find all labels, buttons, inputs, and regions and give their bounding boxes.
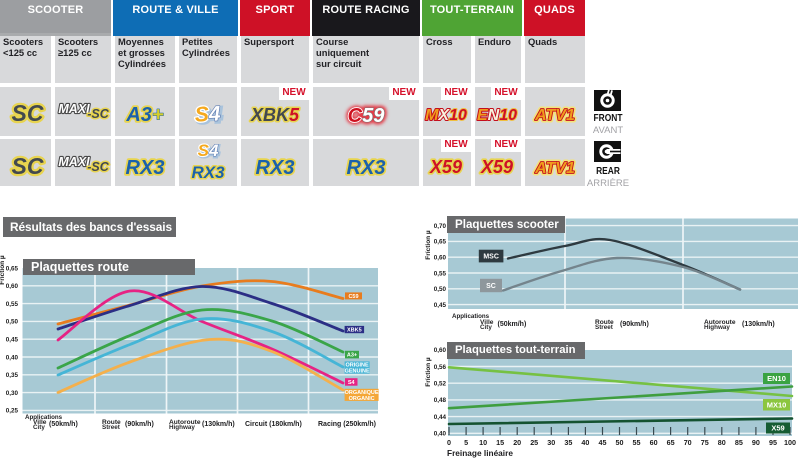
svg-text:ATV1: ATV1	[534, 107, 575, 124]
svg-text:0,35: 0,35	[6, 372, 19, 379]
svg-text:90: 90	[752, 438, 760, 447]
svg-text:-SC: -SC	[87, 107, 110, 121]
svg-text:ATV1: ATV1	[534, 160, 575, 177]
svg-text:EN10: EN10	[767, 374, 786, 383]
svg-text:EN10: EN10	[477, 107, 517, 124]
svg-text:100: 100	[784, 438, 796, 447]
svg-text:S4: S4	[199, 142, 220, 161]
svg-text:X59: X59	[429, 157, 462, 177]
svg-text:S4: S4	[348, 380, 356, 386]
svg-text:85: 85	[735, 438, 743, 447]
svg-text:70: 70	[684, 438, 692, 447]
svg-text:ORIGINE: ORIGINE	[345, 362, 369, 368]
svg-text:ORGANIQUE: ORGANIQUE	[345, 390, 379, 396]
svg-text:MX10: MX10	[767, 400, 787, 409]
svg-text:25: 25	[530, 438, 538, 447]
svg-text:X59: X59	[771, 424, 784, 433]
svg-text:ATV1: ATV1	[534, 160, 575, 177]
svg-text:SC: SC	[12, 153, 44, 179]
svg-text:ORGANIC: ORGANIC	[349, 396, 375, 402]
svg-text:0,65: 0,65	[434, 239, 447, 246]
svg-text:95: 95	[769, 438, 777, 447]
svg-text:60: 60	[650, 438, 658, 447]
svg-text:XBK5: XBK5	[347, 328, 362, 334]
svg-text:0,48: 0,48	[434, 397, 447, 404]
svg-text:0,50: 0,50	[6, 319, 19, 326]
svg-text:45: 45	[599, 438, 607, 447]
svg-text:RX3: RX3	[256, 157, 295, 179]
svg-text:30: 30	[547, 438, 555, 447]
svg-text:SC: SC	[12, 100, 44, 126]
svg-text:0,44: 0,44	[434, 414, 447, 421]
svg-text:0,40: 0,40	[6, 354, 19, 361]
svg-text:-SC: -SC	[87, 160, 110, 174]
svg-text:5: 5	[464, 438, 468, 447]
svg-text:0,55: 0,55	[434, 270, 447, 277]
svg-text:S4: S4	[198, 141, 219, 160]
svg-text:0,55: 0,55	[6, 301, 19, 308]
svg-text:75: 75	[701, 438, 709, 447]
svg-text:0,30: 0,30	[6, 390, 19, 397]
svg-text:0,45: 0,45	[6, 337, 19, 344]
svg-text:0,45: 0,45	[434, 302, 447, 309]
svg-text:20: 20	[513, 438, 521, 447]
svg-text:C59: C59	[348, 105, 386, 127]
svg-text:35: 35	[564, 438, 572, 447]
svg-text:RX3: RX3	[347, 157, 386, 179]
svg-text:S4: S4	[196, 104, 223, 128]
svg-text:MAXI: MAXI	[58, 155, 90, 169]
svg-text:S4: S4	[194, 102, 221, 126]
svg-text:0,70: 0,70	[434, 223, 447, 230]
svg-text:ATV1: ATV1	[534, 107, 575, 124]
svg-text:10: 10	[479, 438, 487, 447]
svg-text:0: 0	[447, 438, 451, 447]
svg-text:0,50: 0,50	[434, 286, 447, 293]
svg-text:0,40: 0,40	[434, 431, 447, 438]
svg-text:RX3: RX3	[126, 157, 165, 179]
svg-text:C59: C59	[348, 294, 358, 300]
svg-text:X59: X59	[480, 157, 513, 177]
svg-text:MX10: MX10	[425, 107, 467, 124]
svg-text:0,56: 0,56	[434, 364, 447, 371]
svg-text:MAXI: MAXI	[58, 102, 90, 116]
svg-text:A3+: A3+	[347, 353, 357, 359]
svg-text:0,60: 0,60	[434, 347, 447, 354]
svg-text:0,25: 0,25	[6, 408, 19, 415]
svg-text:GENUINE: GENUINE	[345, 369, 370, 375]
svg-text:SC: SC	[486, 283, 496, 290]
svg-text:0,52: 0,52	[434, 381, 447, 388]
svg-text:40: 40	[581, 438, 589, 447]
svg-text:55: 55	[633, 438, 641, 447]
svg-text:15: 15	[496, 438, 504, 447]
svg-text:XBK5: XBK5	[250, 105, 300, 125]
svg-text:80: 80	[718, 438, 726, 447]
svg-text:0,60: 0,60	[434, 255, 447, 262]
svg-text:A3+: A3+	[125, 104, 164, 126]
svg-text:65: 65	[667, 438, 675, 447]
svg-text:50: 50	[616, 438, 624, 447]
svg-text:RX3: RX3	[191, 163, 225, 182]
svg-text:MSC: MSC	[483, 254, 499, 261]
svg-text:C59: C59	[348, 105, 386, 127]
